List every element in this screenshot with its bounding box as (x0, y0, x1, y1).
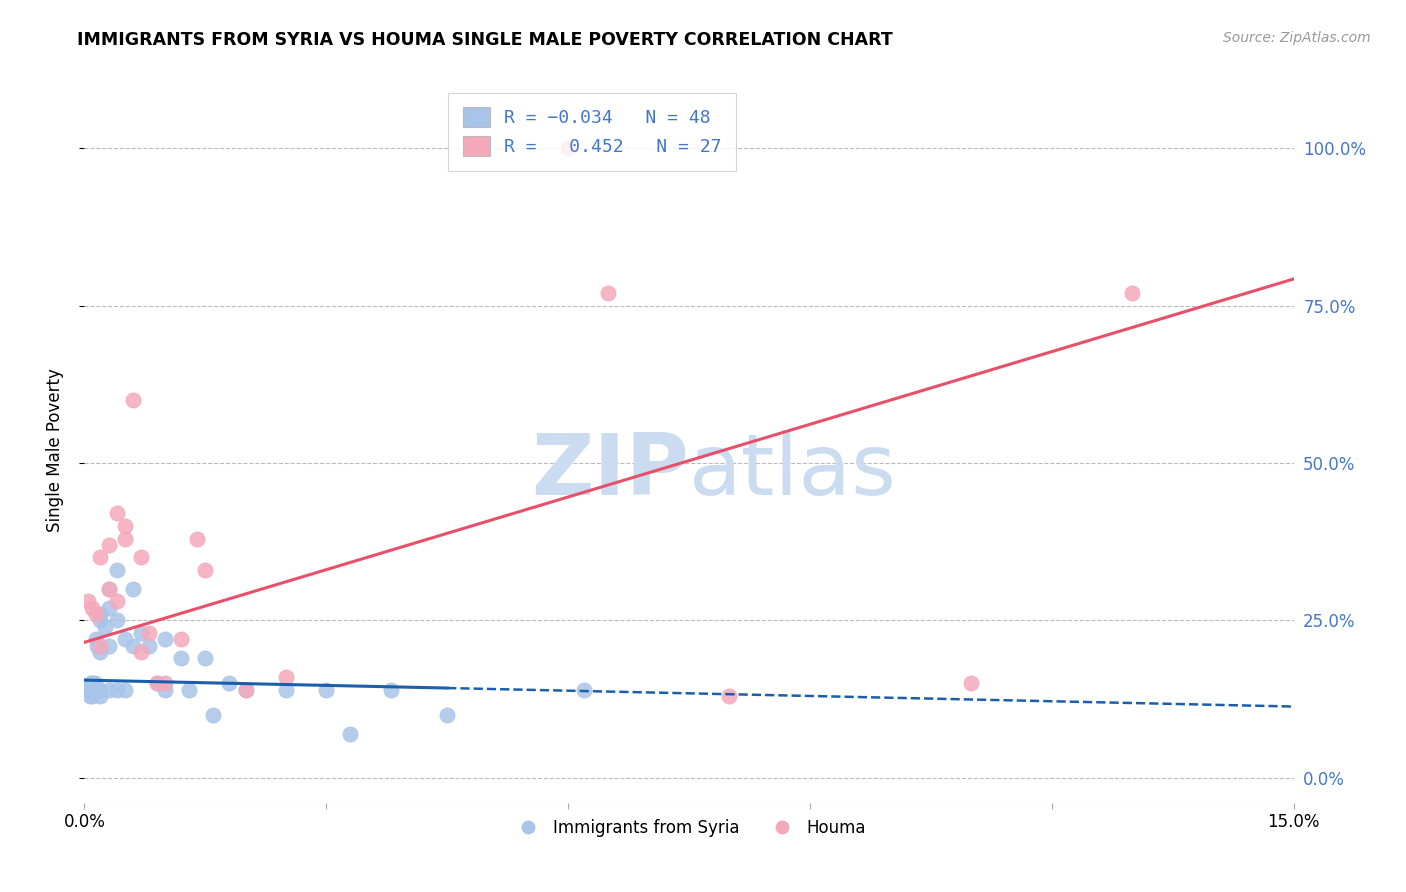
Point (89, 607, 111, 621)
Point (86, 632, 108, 647)
Point (97, 538, 120, 552)
Point (436, 707, 458, 722)
Point (114, 682, 136, 697)
Point (105, 682, 128, 697)
Text: IMMIGRANTS FROM SYRIA VS HOUMA SINGLE MALE POVERTY CORRELATION CHART: IMMIGRANTS FROM SYRIA VS HOUMA SINGLE MA… (77, 31, 893, 49)
Point (97, 600, 120, 615)
Point (114, 519, 136, 533)
Point (105, 563, 128, 577)
Text: atlas: atlas (689, 430, 897, 513)
Point (97, 682, 120, 697)
Point (146, 676, 169, 690)
Point (121, 639, 143, 653)
Point (89, 689, 111, 703)
Point (274, 670, 297, 684)
Point (1121, 286, 1143, 301)
Point (138, 639, 160, 653)
Point (82, 682, 104, 697)
Point (718, 689, 741, 703)
Point (960, 676, 983, 690)
Point (274, 682, 297, 697)
Point (93, 619, 115, 633)
Point (121, 393, 143, 408)
Point (186, 532, 208, 546)
Point (121, 582, 143, 596)
Point (82, 600, 104, 615)
Point (89, 639, 111, 653)
Point (380, 682, 402, 697)
Point (77, 682, 100, 697)
Point (153, 682, 176, 697)
Point (77, 594, 100, 608)
Point (86, 607, 108, 621)
Point (79, 689, 101, 703)
Point (129, 645, 152, 659)
Legend: Immigrants from Syria, Houma: Immigrants from Syria, Houma (505, 813, 873, 844)
Point (89, 645, 111, 659)
Point (80, 676, 103, 690)
Point (598, 286, 620, 301)
Point (97, 582, 120, 596)
Point (129, 550, 152, 565)
Point (83, 682, 105, 697)
Point (235, 682, 257, 697)
Point (86, 639, 108, 653)
Point (146, 676, 169, 690)
Point (194, 563, 217, 577)
Text: ZIP: ZIP (531, 430, 689, 513)
Point (315, 682, 337, 697)
Point (339, 726, 361, 740)
Point (105, 507, 128, 521)
Point (84, 682, 107, 697)
Point (218, 676, 240, 690)
Point (202, 707, 225, 722)
Point (170, 651, 193, 665)
Point (89, 613, 111, 627)
Point (82, 676, 104, 690)
Point (82, 689, 104, 703)
Point (83, 676, 105, 690)
Point (153, 632, 176, 647)
Point (89, 550, 111, 565)
Point (153, 676, 176, 690)
Point (572, 682, 595, 697)
Point (557, 141, 579, 155)
Point (129, 626, 152, 640)
Point (138, 626, 160, 640)
Point (89, 682, 111, 697)
Point (80, 682, 103, 697)
Point (179, 682, 201, 697)
Y-axis label: Single Male Poverty: Single Male Poverty (45, 368, 63, 533)
Point (114, 532, 136, 546)
Point (194, 651, 217, 665)
Point (105, 613, 128, 627)
Point (77, 682, 100, 697)
Point (97, 639, 120, 653)
Point (97, 582, 120, 596)
Point (235, 682, 257, 697)
Point (105, 594, 128, 608)
Point (87, 682, 110, 697)
Point (114, 632, 136, 647)
Text: Source: ZipAtlas.com: Source: ZipAtlas.com (1223, 31, 1371, 45)
Point (170, 632, 193, 647)
